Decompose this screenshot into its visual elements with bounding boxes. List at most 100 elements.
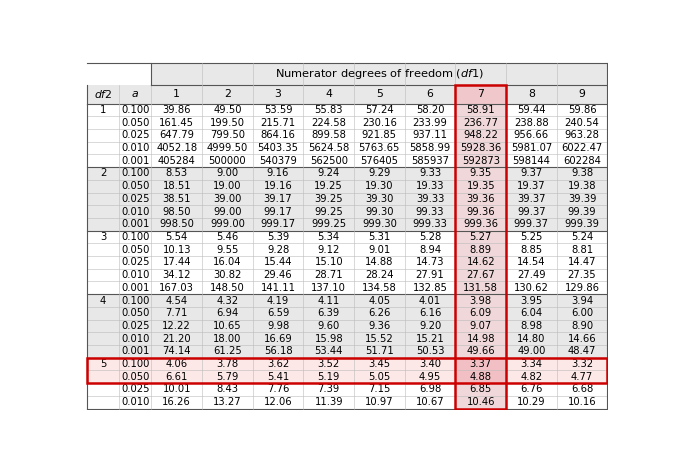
Text: 10.16: 10.16 — [568, 397, 596, 407]
Text: 5763.65: 5763.65 — [359, 143, 400, 153]
Text: 29.46: 29.46 — [264, 270, 292, 280]
Text: 999.39: 999.39 — [564, 219, 600, 229]
Text: 4.01: 4.01 — [419, 296, 441, 306]
Text: 999.33: 999.33 — [412, 219, 448, 229]
Text: 53.44: 53.44 — [314, 346, 343, 356]
Bar — [456, 256, 506, 269]
Bar — [87, 358, 607, 370]
Bar — [151, 63, 607, 85]
Text: 10.65: 10.65 — [213, 321, 242, 331]
Text: 0.001: 0.001 — [121, 156, 149, 166]
Text: 6.09: 6.09 — [470, 308, 492, 318]
Text: 0.100: 0.100 — [121, 232, 149, 242]
Text: 39.17: 39.17 — [264, 194, 292, 204]
Text: 16.69: 16.69 — [264, 334, 293, 343]
Text: 9.55: 9.55 — [216, 245, 239, 255]
Text: 9.37: 9.37 — [521, 168, 542, 178]
Text: 56.18: 56.18 — [264, 346, 292, 356]
Text: 14.54: 14.54 — [517, 257, 546, 267]
Text: 1: 1 — [100, 105, 106, 115]
Text: 3.45: 3.45 — [368, 359, 391, 369]
Text: 74.14: 74.14 — [162, 346, 191, 356]
Bar — [87, 104, 607, 116]
Text: 21.20: 21.20 — [162, 334, 191, 343]
Text: 4999.50: 4999.50 — [207, 143, 248, 153]
Text: 4.82: 4.82 — [521, 372, 542, 382]
Text: 5: 5 — [100, 359, 106, 369]
Text: 19.38: 19.38 — [568, 181, 596, 191]
Text: 10.01: 10.01 — [162, 384, 191, 395]
Text: 39.00: 39.00 — [213, 194, 241, 204]
Text: 799.50: 799.50 — [210, 130, 245, 140]
Text: 899.58: 899.58 — [311, 130, 346, 140]
Text: 9.38: 9.38 — [571, 168, 593, 178]
Text: 39.33: 39.33 — [416, 194, 444, 204]
Text: 999.00: 999.00 — [210, 219, 245, 229]
Text: 0.001: 0.001 — [121, 219, 149, 229]
Text: 59.86: 59.86 — [568, 105, 596, 115]
Bar — [87, 282, 607, 294]
Bar — [87, 256, 607, 269]
Text: 19.37: 19.37 — [517, 181, 546, 191]
Text: 3.62: 3.62 — [267, 359, 289, 369]
Bar — [456, 294, 506, 307]
Bar — [87, 230, 607, 243]
Text: 2: 2 — [224, 89, 231, 100]
Text: 55.83: 55.83 — [314, 105, 343, 115]
Bar — [456, 218, 506, 230]
Text: 224.58: 224.58 — [311, 118, 346, 128]
Text: 18.00: 18.00 — [213, 334, 241, 343]
Text: 998.50: 998.50 — [160, 219, 194, 229]
Text: 3.98: 3.98 — [470, 296, 491, 306]
Text: 576405: 576405 — [360, 156, 398, 166]
Bar — [456, 193, 506, 205]
Text: 7.15: 7.15 — [368, 384, 391, 395]
Bar — [456, 154, 506, 167]
Text: 15.52: 15.52 — [365, 334, 393, 343]
Text: 28.24: 28.24 — [365, 270, 393, 280]
Text: 99.33: 99.33 — [416, 207, 444, 217]
Text: 10.29: 10.29 — [517, 397, 546, 407]
Text: 38.51: 38.51 — [162, 194, 191, 204]
Text: $\it{df}$2: $\it{df}$2 — [94, 89, 112, 100]
Text: 48.47: 48.47 — [568, 346, 596, 356]
Bar — [87, 396, 607, 408]
Text: 10.46: 10.46 — [466, 397, 495, 407]
Text: 39.30: 39.30 — [365, 194, 393, 204]
Text: 937.11: 937.11 — [412, 130, 448, 140]
Text: 58.91: 58.91 — [466, 105, 495, 115]
Bar — [456, 358, 506, 370]
Text: 39.37: 39.37 — [517, 194, 546, 204]
Bar — [456, 129, 506, 142]
Text: 15.10: 15.10 — [314, 257, 343, 267]
Text: 99.39: 99.39 — [568, 207, 596, 217]
Text: 9.28: 9.28 — [267, 245, 289, 255]
Text: 5981.07: 5981.07 — [511, 143, 552, 153]
Bar — [456, 180, 506, 193]
Text: 99.17: 99.17 — [264, 207, 293, 217]
Text: 59.44: 59.44 — [517, 105, 546, 115]
Text: 99.36: 99.36 — [466, 207, 495, 217]
Text: 3: 3 — [100, 232, 106, 242]
Text: 999.17: 999.17 — [260, 219, 295, 229]
Text: 4: 4 — [325, 89, 332, 100]
Text: 956.66: 956.66 — [514, 130, 549, 140]
Text: 58.20: 58.20 — [416, 105, 444, 115]
Text: 4.06: 4.06 — [166, 359, 188, 369]
Text: 39.36: 39.36 — [466, 194, 495, 204]
Text: 99.30: 99.30 — [365, 207, 393, 217]
Bar — [456, 116, 506, 129]
Bar — [87, 370, 607, 383]
Text: 8.53: 8.53 — [166, 168, 188, 178]
Text: 405284: 405284 — [158, 156, 195, 166]
Text: 11.39: 11.39 — [314, 397, 343, 407]
Text: 585937: 585937 — [411, 156, 449, 166]
Text: 233.99: 233.99 — [412, 118, 448, 128]
Bar — [456, 243, 506, 256]
Text: 16.26: 16.26 — [162, 397, 191, 407]
Text: 8.85: 8.85 — [521, 245, 542, 255]
Bar — [87, 129, 607, 142]
Text: 19.00: 19.00 — [213, 181, 241, 191]
Bar — [87, 142, 607, 154]
Bar — [87, 243, 607, 256]
